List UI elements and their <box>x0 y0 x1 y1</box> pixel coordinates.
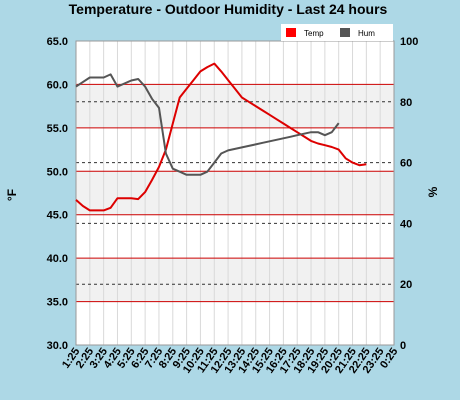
left-tick-label: 60.0 <box>47 79 68 91</box>
series-lines <box>75 62 367 212</box>
legend-swatch <box>340 28 350 37</box>
left-tick-label: 50.0 <box>47 166 68 178</box>
plot-area <box>76 41 394 345</box>
right-tick-label: 100 <box>400 36 418 48</box>
legend-box <box>281 24 393 41</box>
left-tick-label: 35.0 <box>47 297 68 309</box>
right-tick-label: 0 <box>400 340 406 352</box>
right-tick-label: 40 <box>400 218 412 230</box>
series-temp-line <box>75 62 367 212</box>
right-tick-label: 80 <box>400 97 412 109</box>
legend: Temp Hum <box>281 24 393 41</box>
left-tick-label: 45.0 <box>47 210 68 222</box>
left-axis-ticks: 30.0 35.0 40.0 45.0 50.0 55.0 60.0 65.0 <box>47 36 68 352</box>
left-tick-label: 40.0 <box>47 253 68 265</box>
right-axis-label: % <box>426 186 440 197</box>
left-tick-label: 30.0 <box>47 340 68 352</box>
plot-band <box>76 84 394 128</box>
right-axis-ticks: 0 20 40 60 80 100 <box>400 36 418 352</box>
grid-lines <box>75 40 395 346</box>
chart-title: Temperature - Outdoor Humidity - Last 24… <box>69 1 388 17</box>
plot-band <box>76 171 394 215</box>
plot-border <box>75 40 395 346</box>
legend-swatch <box>286 28 296 37</box>
right-tick-label: 60 <box>400 158 412 170</box>
left-tick-label: 65.0 <box>47 36 68 48</box>
series-hum-line <box>75 73 340 176</box>
left-axis-label: °F <box>5 189 19 201</box>
x-axis-ticks: 1:252:253:254:255:256:257:258:259:2510:2… <box>60 346 400 376</box>
left-tick-label: 55.0 <box>47 123 68 135</box>
legend-label: Temp <box>304 29 324 38</box>
right-tick-label: 20 <box>400 279 412 291</box>
legend-label: Hum <box>358 29 375 38</box>
plot-band <box>76 258 394 302</box>
